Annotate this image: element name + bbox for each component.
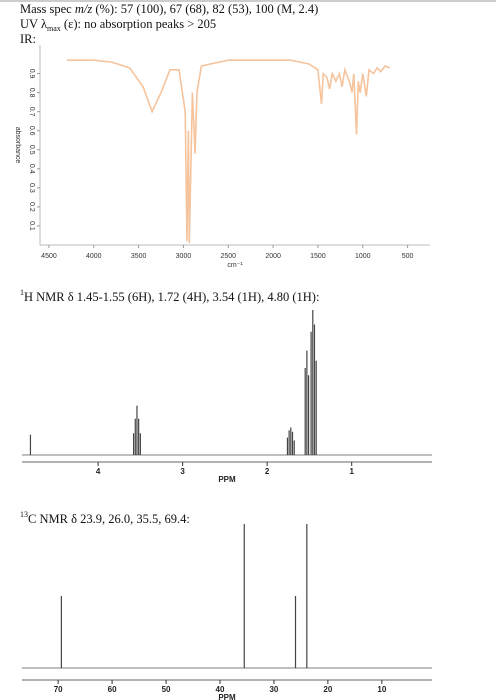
text-part: C NMR δ 23.9, 26.0, 35.5, 69.4:: [28, 512, 190, 526]
y-tick-label: 0.3: [28, 183, 35, 193]
x-axis-label: PPM: [218, 693, 236, 700]
x-tick-label: 2500: [220, 253, 236, 260]
text-line: IR:: [20, 32, 36, 46]
x-axis-label: PPM: [218, 475, 236, 484]
y-tick-label: 0.1: [28, 221, 35, 231]
text-line: UV λmax (ε): no absorption peaks > 205: [20, 17, 216, 33]
x-tick-label: 4500: [41, 253, 57, 260]
x-tick-label: 3000: [176, 253, 192, 260]
text-part: (ε): no absorption peaks > 205: [61, 17, 216, 31]
x-tick-label: 2: [265, 467, 270, 476]
text-part: m/z: [75, 2, 93, 16]
text-part: 13: [20, 510, 28, 519]
x-axis-label: cm⁻¹: [227, 262, 243, 269]
x-tick-label: 20: [323, 685, 332, 694]
text-part: max: [47, 24, 61, 33]
x-tick-label: 1: [349, 467, 354, 476]
x-tick-label: 500: [402, 253, 414, 260]
y-tick-label: 0.2: [28, 202, 35, 212]
x-tick-label: 10: [377, 685, 386, 694]
x-tick-label: 4: [96, 467, 101, 476]
x-tick-label: 3500: [131, 253, 147, 260]
x-tick-label: 1500: [310, 253, 326, 260]
x-tick-label: 3: [180, 467, 185, 476]
x-tick-label: 1000: [355, 253, 371, 260]
text-line: 13C NMR δ 23.9, 26.0, 35.5, 69.4:: [20, 510, 190, 526]
x-tick-label: 60: [108, 685, 117, 694]
x-tick-label: 4000: [86, 253, 102, 260]
x-tick-label: 70: [54, 685, 63, 694]
x-tick-label: 40: [216, 685, 225, 694]
y-tick-label: 0.9: [28, 69, 35, 79]
y-tick-label: 0.4: [28, 164, 35, 174]
text-part: (%): 57 (100), 67 (68), 82 (53), 100 (M,…: [92, 2, 318, 16]
x-tick-label: 30: [269, 685, 278, 694]
x-tick-label: 2000: [265, 253, 281, 260]
y-tick-label: 0.7: [28, 107, 35, 117]
text-part: UV λ: [20, 17, 47, 31]
y-tick-label: 0.6: [28, 126, 35, 136]
text-part: 1: [20, 288, 24, 297]
text-part: H NMR δ 1.45-1.55 (6H), 1.72 (4H), 3.54 …: [24, 290, 319, 304]
x-tick-label: 50: [162, 685, 171, 694]
ir-trace: [66, 59, 391, 244]
y-axis-label: absorbance: [14, 127, 21, 164]
y-tick-label: 0.5: [28, 145, 35, 155]
y-tick-label: 0.8: [28, 88, 35, 98]
text-line: 1H NMR δ 1.45-1.55 (6H), 1.72 (4H), 3.54…: [20, 288, 319, 304]
text-part: Mass spec: [20, 2, 75, 16]
text-part: IR:: [20, 32, 36, 46]
text-line: Mass spec m/z (%): 57 (100), 67 (68), 82…: [20, 2, 318, 16]
